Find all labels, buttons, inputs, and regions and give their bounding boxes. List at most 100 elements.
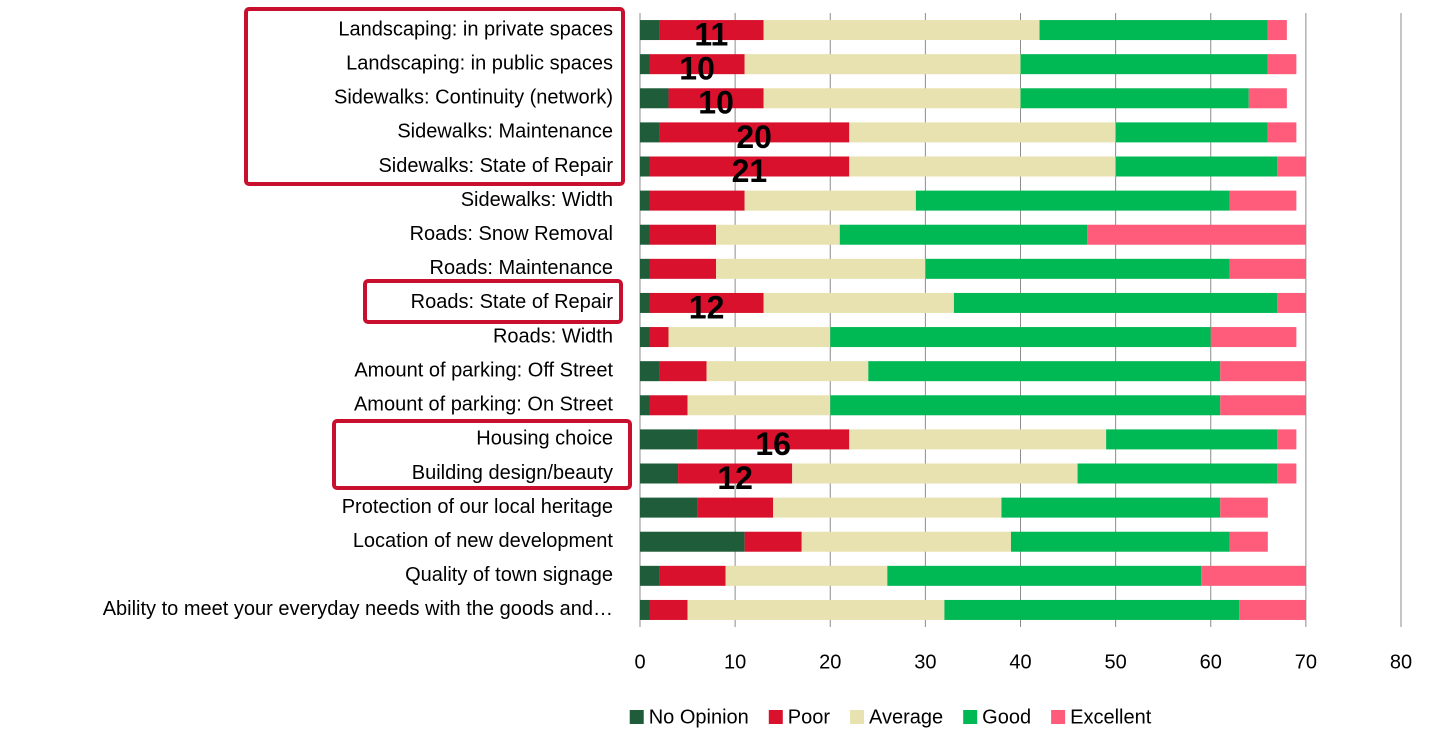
bar-segment xyxy=(640,327,650,348)
bar-segment xyxy=(697,497,774,518)
bar-segment xyxy=(659,122,850,143)
y-tick-label: Sidewalks: Width xyxy=(461,189,613,211)
bar-segment xyxy=(801,531,1011,552)
legend-label: No Opinion xyxy=(649,706,749,728)
y-tick-label: Roads: Width xyxy=(493,325,613,347)
bar-segment xyxy=(659,565,726,586)
y-tick-label: Protection of our local heritage xyxy=(342,496,613,518)
bar-segment xyxy=(1077,463,1278,484)
bar-segment xyxy=(1115,156,1278,177)
y-tick-label: Landscaping: in private spaces xyxy=(338,18,613,40)
bar-segment xyxy=(849,122,1116,143)
grid xyxy=(639,13,1402,627)
bar-segment xyxy=(744,54,1021,75)
bar-segment xyxy=(1277,463,1297,484)
bar-segment xyxy=(668,327,831,348)
bar-segment xyxy=(1267,20,1287,41)
bar-segment xyxy=(649,327,669,348)
x-tick-label: 80 xyxy=(1390,651,1412,673)
data-label: 12 xyxy=(717,460,753,496)
highlight-box xyxy=(363,279,623,324)
bar-segment xyxy=(1106,429,1278,450)
bar-segment xyxy=(1277,429,1297,450)
bars xyxy=(640,20,1306,620)
bar-segment xyxy=(1010,531,1230,552)
bar-segment xyxy=(640,122,660,143)
bar-segment xyxy=(640,292,650,313)
bar-segment xyxy=(849,156,1116,177)
data-label: 12 xyxy=(689,289,725,325)
bar-segment xyxy=(773,497,1002,518)
legend-swatch xyxy=(629,710,644,724)
y-tick-label: Building design/beauty xyxy=(412,462,613,484)
legend-swatch xyxy=(850,710,865,724)
y-tick-label: Sidewalks: Maintenance xyxy=(397,121,613,143)
bar-segment xyxy=(1087,224,1306,245)
data-label: 10 xyxy=(698,85,734,121)
bar-segment xyxy=(649,292,764,313)
highlight-boxes xyxy=(244,7,632,490)
bar-segment xyxy=(1229,258,1306,279)
bar-segment xyxy=(640,599,650,620)
bar-segment xyxy=(649,156,850,177)
legend-swatch xyxy=(963,710,978,724)
bar-segment xyxy=(830,327,1211,348)
bar-segment xyxy=(640,463,679,484)
bar-segment xyxy=(1039,20,1268,41)
bar-segment xyxy=(1267,54,1297,75)
y-tick-label: Roads: Snow Removal xyxy=(410,223,613,245)
bar-segment xyxy=(716,258,926,279)
data-label: 11 xyxy=(694,17,728,53)
bar-segment xyxy=(925,258,1230,279)
highlight-box xyxy=(332,419,632,490)
bar-segment xyxy=(668,88,764,109)
bar-segment xyxy=(640,156,650,177)
bar-segment xyxy=(640,531,745,552)
bar-segment xyxy=(763,20,1040,41)
bar-segment xyxy=(687,395,831,416)
y-tick-label: Amount of parking: On Street xyxy=(354,394,613,416)
x-tick-label: 0 xyxy=(634,651,645,673)
bar-segment xyxy=(1277,292,1306,313)
data-label: 20 xyxy=(736,119,772,155)
bar-segment xyxy=(1201,565,1306,586)
bar-segment xyxy=(744,531,802,552)
bar-segment xyxy=(659,20,764,41)
bar-segment xyxy=(1277,156,1306,177)
bar-segment xyxy=(915,190,1230,211)
bar-segment xyxy=(640,54,650,75)
y-tick-label: Ability to meet your everyday needs with… xyxy=(103,598,613,620)
data-label: 16 xyxy=(755,426,791,462)
x-tick-label: 40 xyxy=(1009,651,1031,673)
bar-segment xyxy=(1239,599,1306,620)
legend-label: Excellent xyxy=(1070,706,1152,728)
bar-segment xyxy=(763,292,954,313)
bar-segment xyxy=(763,88,1021,109)
legend: No Opinion Poor Average Good Excellent xyxy=(629,706,1152,728)
bar-segment xyxy=(792,463,1078,484)
bar-segment xyxy=(1267,122,1297,143)
x-tick-label: 10 xyxy=(724,651,746,673)
bar-segment xyxy=(944,599,1240,620)
y-tick-label: Amount of parking: Off Street xyxy=(354,359,613,381)
bar-segment xyxy=(706,361,869,382)
y-tick-label: Quality of town signage xyxy=(405,564,613,586)
bar-segment xyxy=(640,395,650,416)
bar-segment xyxy=(649,54,745,75)
bar-segment xyxy=(697,429,850,450)
legend-label: Average xyxy=(869,706,943,728)
y-tick-label: Roads: Maintenance xyxy=(430,257,613,279)
bar-segment xyxy=(716,224,840,245)
bar-segment xyxy=(1229,531,1268,552)
bar-segment xyxy=(1001,497,1221,518)
bar-segment xyxy=(1248,88,1287,109)
bar-segment xyxy=(649,258,717,279)
bar-segment xyxy=(744,190,916,211)
legend-label: Poor xyxy=(788,706,831,728)
legend-swatch xyxy=(1051,710,1066,724)
bar-segment xyxy=(1210,327,1297,348)
bar-segment xyxy=(1220,497,1268,518)
bar-segment xyxy=(687,599,945,620)
x-tick-label: 60 xyxy=(1200,651,1222,673)
bar-segment xyxy=(640,190,650,211)
